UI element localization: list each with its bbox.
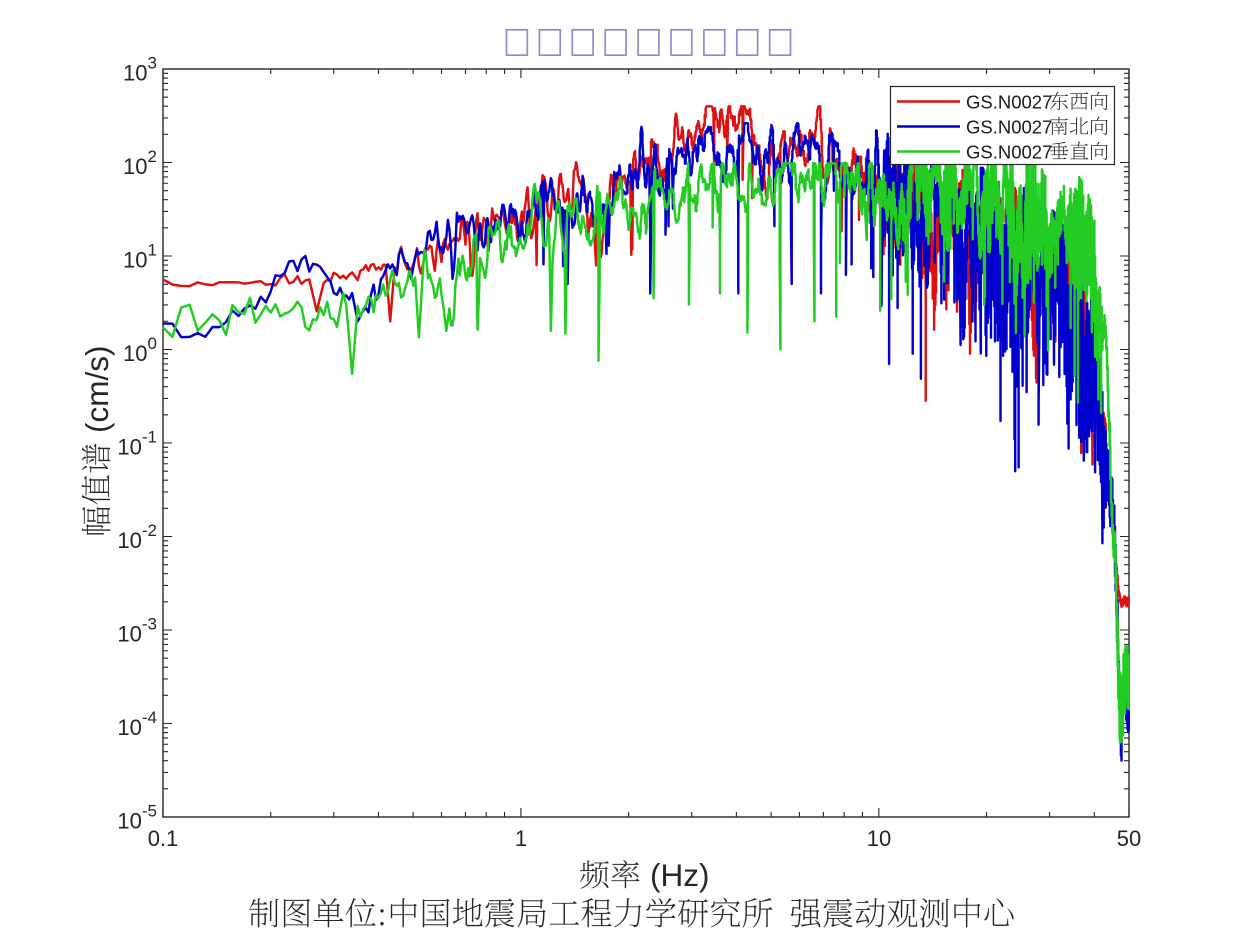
svg-text:102: 102 (123, 147, 157, 179)
svg-text:0.1: 0.1 (148, 826, 179, 851)
svg-text:GS.N0027: GS.N0027 (966, 117, 1052, 138)
svg-text:GS.N0027: GS.N0027 (966, 142, 1052, 163)
svg-text:10: 10 (867, 826, 891, 851)
svg-text:50: 50 (1117, 826, 1141, 851)
svg-text:10-3: 10-3 (117, 615, 157, 647)
svg-text:1: 1 (515, 826, 527, 851)
svg-text:10-1: 10-1 (117, 428, 157, 460)
svg-text:100: 100 (123, 334, 157, 366)
svg-text:10-5: 10-5 (117, 802, 157, 834)
svg-text:10-2: 10-2 (117, 521, 157, 553)
svg-text:(Hz): (Hz) (650, 857, 709, 893)
svg-text:(cm/s): (cm/s) (79, 346, 115, 433)
svg-text:GS.N0027: GS.N0027 (966, 92, 1052, 113)
svg-text:103: 103 (123, 54, 157, 86)
svg-text:10-4: 10-4 (117, 708, 157, 740)
svg-text:101: 101 (123, 241, 157, 273)
